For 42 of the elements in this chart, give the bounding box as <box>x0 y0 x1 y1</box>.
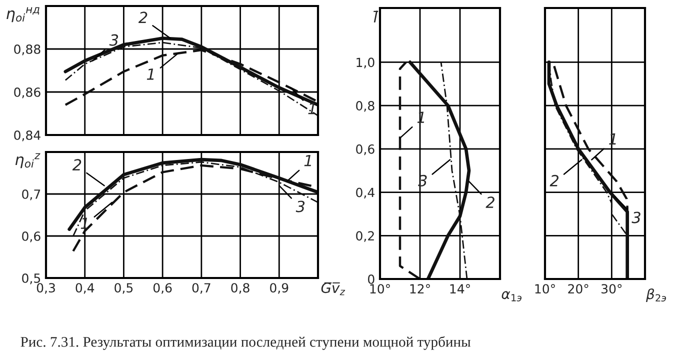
annotation: 2 <box>138 12 148 24</box>
x-tick-label: 0,6 <box>153 283 172 294</box>
y-axis-title: l̄ <box>374 10 378 22</box>
annotation: 3 <box>109 34 118 46</box>
annotation: 2 <box>486 196 494 208</box>
text: Рис. 7.31. Результаты оптимизации последней ступени мощной турбины <box>20 336 471 350</box>
y-tick-label: 0,6 <box>356 144 374 156</box>
y-axis-title: η$_{oi}$$^{нд}$ <box>6 7 40 22</box>
x-axis-title: β$_{2э}$ <box>646 288 666 302</box>
annotation: 1 <box>146 68 154 80</box>
y-tick-label: 0,4 <box>356 188 374 198</box>
y-tick-label: 1,0 <box>356 58 374 68</box>
x-tick-label: 12° <box>410 284 430 294</box>
x-tick-label: 0,3 <box>36 283 55 294</box>
x-tick-label: 10° <box>535 284 555 294</box>
annotation: 3 <box>296 200 305 212</box>
x-tick-label: 0,4 <box>76 283 94 294</box>
x-tick-label: 0,7 <box>192 283 210 294</box>
y-tick-label: 0,5 <box>22 273 40 284</box>
x-tick-label: 30° <box>602 284 622 294</box>
annotation: 2 <box>72 159 82 170</box>
y-tick-label: 0,84 <box>14 130 40 142</box>
x-tick-label: 0,5 <box>114 283 133 294</box>
y-tick-label: 0 <box>368 274 374 284</box>
y-tick-label: 0,6 <box>22 231 40 242</box>
x-tick-label: 0,8 <box>231 283 250 294</box>
y-tick-label: 0,8 <box>356 101 374 112</box>
x-tick-label: 10° <box>370 284 390 294</box>
x-axis-title: α$_{1э}$ <box>502 291 522 302</box>
annotation: 1 <box>308 103 315 114</box>
y-tick-label: 0,86 <box>14 87 40 98</box>
annotation: 3 <box>632 212 640 224</box>
y-tick-label: 0,88 <box>14 44 40 56</box>
y-axis-title: η$_{oi}$$^{z}$ <box>15 153 40 168</box>
y-tick-label: 0,7 <box>22 189 40 200</box>
annotation: 1 <box>304 155 311 166</box>
x-tick-label: 14° <box>450 284 470 294</box>
y-tick-label: 0,2 <box>356 231 374 242</box>
x-tick-label: 0,9 <box>270 283 288 294</box>
x-axis-title: G̅v̅$_{z}$ <box>321 282 346 296</box>
annotation: 2 <box>550 174 558 186</box>
x-tick-label: 20° <box>568 284 588 294</box>
